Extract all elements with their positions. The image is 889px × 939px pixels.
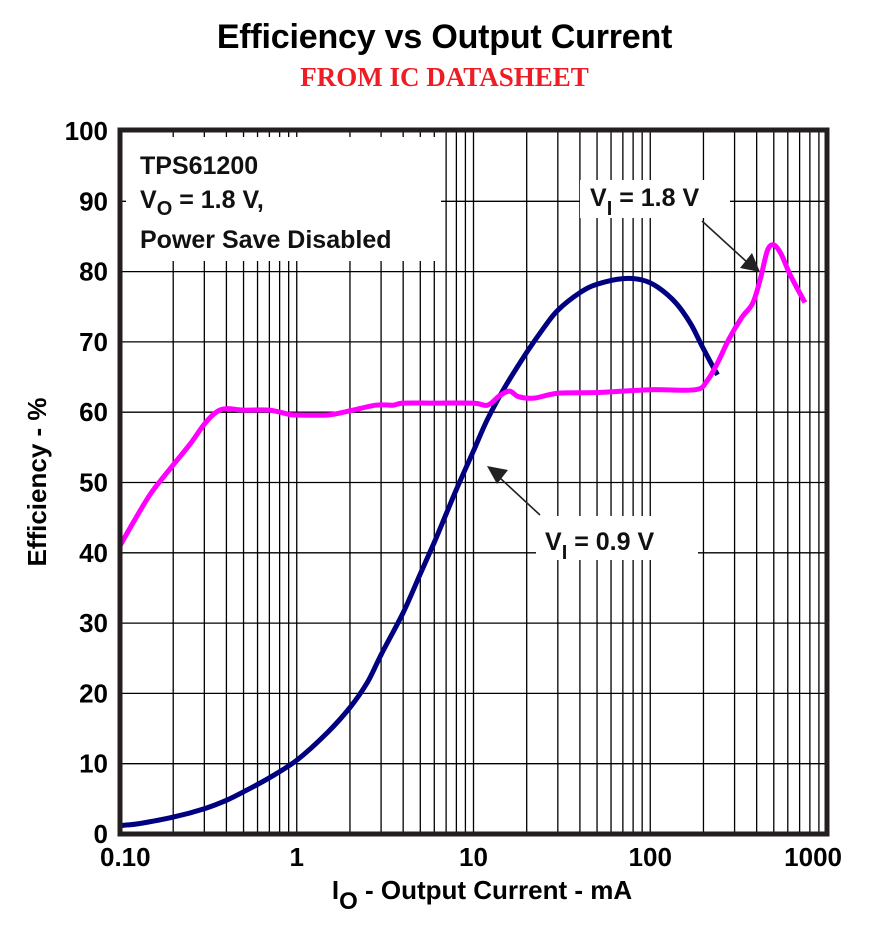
y-tick-labels: 0 10 20 30 40 50 60 70 80 90 100 <box>65 116 108 849</box>
info-box-background <box>126 137 441 261</box>
x-tick-label: 10 <box>459 842 488 872</box>
info-box: TPS61200 VO = 1.8 V, Power Save Disabled <box>126 137 441 261</box>
x-axis-label-rest: - Output Current - mA <box>358 875 633 905</box>
x-axis-label-main: I <box>332 875 339 905</box>
annotation-vi-0-9-main: V <box>545 528 562 556</box>
annotation-vi-0-9-label: VI = 0.9 V <box>545 528 654 564</box>
annotation-vi-0-9-rest: = 0.9 V <box>567 528 654 556</box>
y-tick-label: 20 <box>79 678 108 708</box>
annotation-vi-1-8-arrowhead <box>740 253 760 272</box>
info-box-line2-main: V <box>140 186 157 214</box>
series-line-vi-0-9 <box>119 275 720 829</box>
info-box-line3: Power Save Disabled <box>140 226 392 254</box>
annotation-vi-1-8-main: V <box>590 184 607 212</box>
info-box-line2-sub: O <box>157 198 173 220</box>
x-tick-label: 0.10 <box>100 842 151 872</box>
chart-subtitle: FROM IC DATASHEET <box>300 62 589 92</box>
y-tick-label: 90 <box>79 186 108 216</box>
y-tick-label: 70 <box>79 327 108 357</box>
series-line-vi-1-8 <box>117 242 808 548</box>
info-box-line1: TPS61200 <box>140 152 258 180</box>
annotation-vi-1-8-arrow-line <box>701 220 749 264</box>
y-tick-label: 40 <box>79 538 108 568</box>
info-box-line2-rest: = 1.8 V, <box>172 186 264 214</box>
y-tick-label: 100 <box>65 116 108 146</box>
chart-title: Efficiency vs Output Current <box>216 18 673 56</box>
y-tick-label: 80 <box>79 257 108 287</box>
y-tick-label: 50 <box>79 468 108 498</box>
annotation-vi-0-9-sub: I <box>562 542 568 564</box>
x-tick-label: 1 <box>290 842 304 872</box>
x-tick-label: 100 <box>629 842 672 872</box>
annotation-vi-0-9-arrowhead <box>487 466 508 484</box>
annotation-vi-0-9-arrow-line <box>499 477 541 516</box>
curves <box>117 242 808 829</box>
y-tick-label: 30 <box>79 608 108 638</box>
x-axis-label-sub: O <box>339 888 358 915</box>
annotation-vi-0-9: VI = 0.9 V <box>487 466 698 564</box>
y-tick-label: 60 <box>79 397 108 427</box>
info-box-line2: VO = 1.8 V, <box>140 186 264 220</box>
annotation-vi-1-8-sub: I <box>607 198 613 220</box>
x-tick-labels: 0.10 1 10 100 1000 <box>100 842 842 872</box>
annotation-vi-1-8-rest: = 1.8 V <box>612 184 699 212</box>
annotation-vi-1-8: VI = 1.8 V <box>580 180 760 272</box>
x-tick-label: 1000 <box>784 842 842 872</box>
x-axis-label: IO - Output Current - mA <box>332 875 633 915</box>
annotation-vi-1-8-label: VI = 1.8 V <box>590 184 699 220</box>
y-tick-label: 0 <box>94 819 108 849</box>
y-axis-label: Efficiency - % <box>22 397 52 566</box>
plot-frame <box>117 127 830 837</box>
annotation-vi-0-9-background <box>536 516 698 560</box>
y-tick-label: 10 <box>79 749 108 779</box>
annotation-vi-1-8-background <box>580 180 730 218</box>
